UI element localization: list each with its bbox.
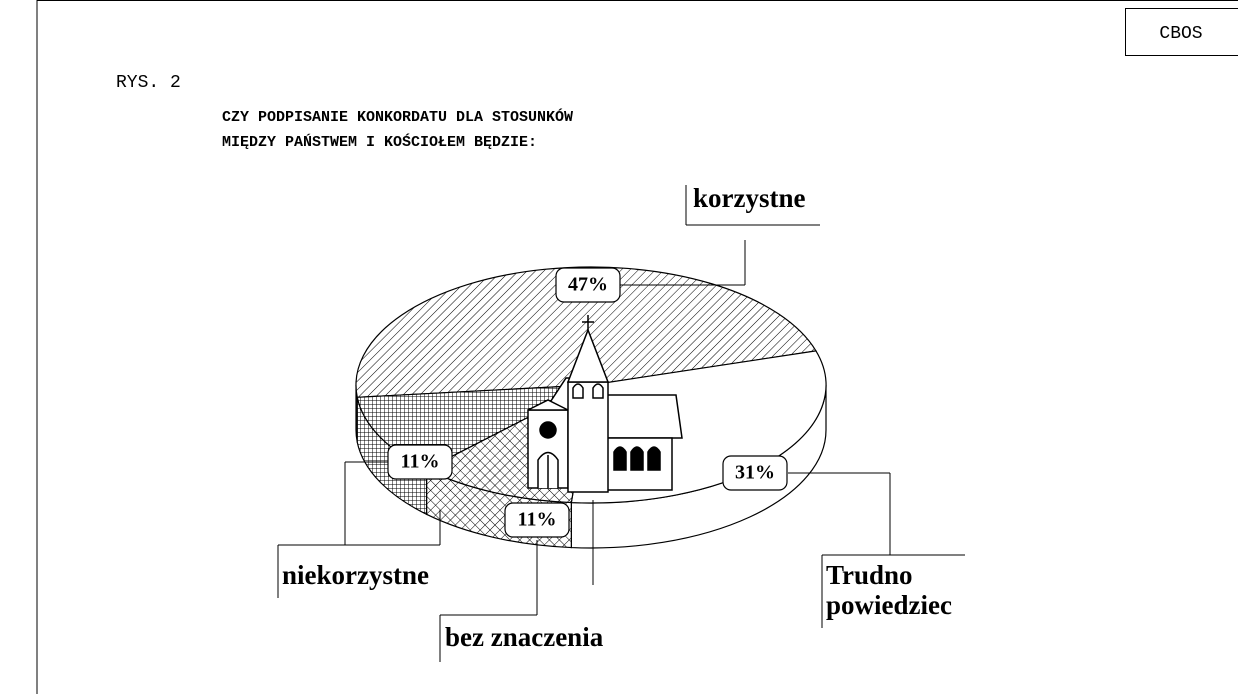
chart: CBOS RYS. 2 CZY PODPISANIE KONKORDATU DL…	[0, 0, 1238, 694]
source: CBOS	[1159, 24, 1202, 44]
figure-label: RYS. 2	[116, 73, 181, 93]
category-label: korzystne	[693, 183, 953, 213]
value-label: 31%	[735, 462, 775, 484]
category-label: bez znaczenia	[445, 622, 705, 652]
value-label: 11%	[401, 451, 440, 473]
category-label: Trudno powiedziec	[826, 560, 976, 620]
chart-title: CZY PODPISANIE KONKORDATU DLA STOSUNKÓW	[222, 108, 573, 126]
value-label: 47%	[568, 274, 608, 296]
value-label: 11%	[518, 509, 557, 531]
page: CBOS RYS. 2 CZY PODPISANIE KONKORDATU DL…	[0, 0, 1238, 694]
category-label: niekorzystne	[282, 560, 542, 590]
chart-title: MIĘDZY PAŃSTWEM I KOŚCIOŁEM BĘDZIE:	[222, 133, 537, 151]
